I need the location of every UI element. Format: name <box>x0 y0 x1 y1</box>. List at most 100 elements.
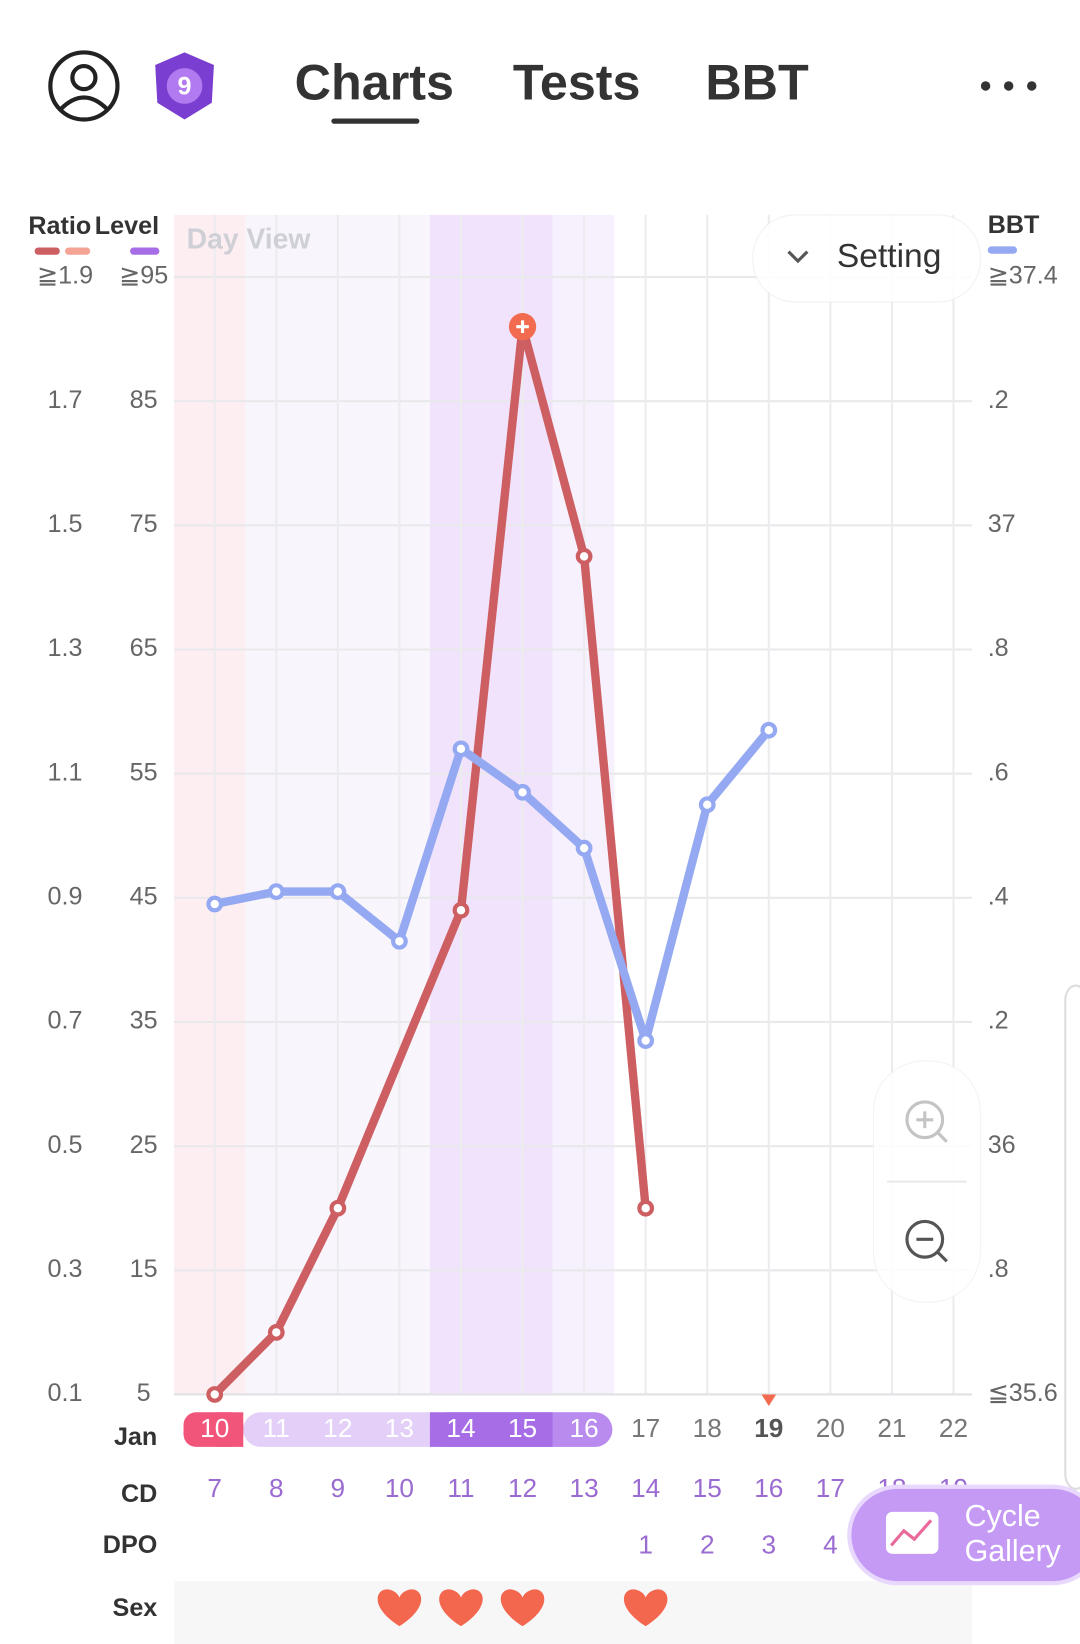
data-point <box>267 883 285 901</box>
level-tick-label: 25 <box>130 1131 158 1159</box>
data-point <box>760 721 778 739</box>
data-point <box>698 796 716 814</box>
period-band <box>174 214 246 1395</box>
level-tick-label: 75 <box>130 510 158 538</box>
sex-row-bg <box>174 1581 972 1644</box>
date-label: 21 <box>877 1413 906 1443</box>
level-tick-label: ≧95 <box>119 262 168 290</box>
y-tick-label: 0.3 <box>48 1255 83 1283</box>
level-tick-label: 15 <box>130 1255 158 1283</box>
side-handle <box>1064 984 1080 1490</box>
level-badge[interactable]: 9 <box>155 52 214 120</box>
y2-tick-label: .6 <box>988 758 1009 786</box>
data-point <box>637 1199 655 1217</box>
y2-tick-label: .8 <box>988 1255 1009 1283</box>
cd-label: 11 <box>447 1473 474 1503</box>
dpo-label: 4 <box>823 1529 838 1559</box>
y-tick-label: 1.5 <box>48 510 83 538</box>
tab[interactable]: Tests <box>513 53 641 110</box>
data-point <box>329 1199 347 1217</box>
level-tick-label: 85 <box>130 386 158 414</box>
date-label: 12 <box>323 1413 352 1443</box>
legend-label: Level <box>95 212 159 240</box>
date-label: 20 <box>816 1413 845 1443</box>
cd-label: 15 <box>693 1473 722 1503</box>
heart <box>500 1589 545 1627</box>
y2-tick-label: ≦35.6 <box>988 1379 1058 1407</box>
legend-swatch <box>65 247 91 255</box>
date-label: 13 <box>385 1413 414 1443</box>
data-point <box>391 932 408 950</box>
date-pill <box>214 1412 244 1447</box>
avatar[interactable] <box>48 50 120 122</box>
peak-plus <box>516 320 529 333</box>
legend-swatch <box>34 247 60 255</box>
heart <box>377 1589 422 1627</box>
legend-label: Ratio <box>28 212 91 240</box>
cd-label: 12 <box>508 1473 537 1503</box>
data-point <box>575 839 593 857</box>
zoom-panel <box>872 1060 981 1303</box>
y-tick-label: 0.1 <box>48 1379 83 1407</box>
setting-button[interactable]: Setting <box>752 214 981 303</box>
level-tick-label: 45 <box>130 882 158 910</box>
date-label: 15 <box>508 1413 537 1443</box>
dpo-label: 3 <box>762 1529 777 1559</box>
setting-label: Setting <box>837 238 941 275</box>
row-label: Sex <box>113 1594 158 1622</box>
data-point <box>267 1323 285 1341</box>
tab[interactable]: BBT <box>705 53 809 110</box>
cd-label: 9 <box>331 1473 346 1503</box>
series-line <box>213 727 773 1045</box>
date-label: 17 <box>631 1413 660 1443</box>
row-label: Jan <box>114 1423 157 1451</box>
dpo-label: 2 <box>700 1529 715 1559</box>
button-label: Gallery <box>965 1534 1062 1568</box>
data-point <box>329 883 347 901</box>
y-tick-label: 1.3 <box>48 634 83 662</box>
zoom-out[interactable] <box>905 1219 948 1263</box>
tab[interactable]: Charts <box>295 53 454 110</box>
tab-underline <box>331 118 420 124</box>
data-point <box>206 895 224 913</box>
y-tick-label: 1.7 <box>48 386 83 414</box>
y-tick-label: 0.7 <box>48 1007 83 1035</box>
date-label: 18 <box>693 1413 722 1443</box>
y2-tick-label: .2 <box>988 1007 1009 1035</box>
badge-text: 9 <box>178 73 192 101</box>
y2-tick-label: .2 <box>988 386 1009 414</box>
date-label: 19 <box>754 1413 783 1443</box>
more-menu[interactable] <box>980 81 1037 91</box>
heart <box>623 1589 668 1627</box>
cd-label: 14 <box>631 1473 660 1503</box>
data-point <box>206 1386 224 1403</box>
y2-tick-label: 37 <box>988 510 1016 538</box>
date-label: 11 <box>263 1413 290 1443</box>
legend-swatch <box>987 246 1018 254</box>
date-label: 14 <box>446 1413 475 1443</box>
y-tick-label: 1.1 <box>48 758 83 786</box>
date-label: 16 <box>570 1413 599 1443</box>
button-label: Cycle <box>965 1499 1041 1533</box>
level-tick-label: 35 <box>130 1007 158 1035</box>
row-label: DPO <box>103 1531 158 1559</box>
today-marker <box>761 1394 777 1406</box>
legend-label: BBT <box>988 211 1040 239</box>
dpo-label: 1 <box>638 1529 653 1559</box>
y2-tick-label: 36 <box>988 1131 1016 1159</box>
data-point <box>452 740 470 758</box>
y-tick-label: ≧1.9 <box>37 262 93 290</box>
cd-label: 8 <box>269 1473 284 1503</box>
zoom-in[interactable] <box>905 1100 948 1143</box>
y-tick-label: 0.9 <box>48 882 83 910</box>
level-tick-label: 55 <box>130 758 158 786</box>
cd-label: 7 <box>207 1473 222 1503</box>
level-tick-label: 65 <box>130 634 158 662</box>
y2-tick-label: .8 <box>988 634 1009 662</box>
date-pill <box>429 1412 553 1447</box>
cycle-gallery-button[interactable]: Cycle Gallery <box>847 1484 1080 1586</box>
y2-tick-label: .4 <box>988 882 1009 910</box>
cd-label: 13 <box>570 1473 599 1503</box>
